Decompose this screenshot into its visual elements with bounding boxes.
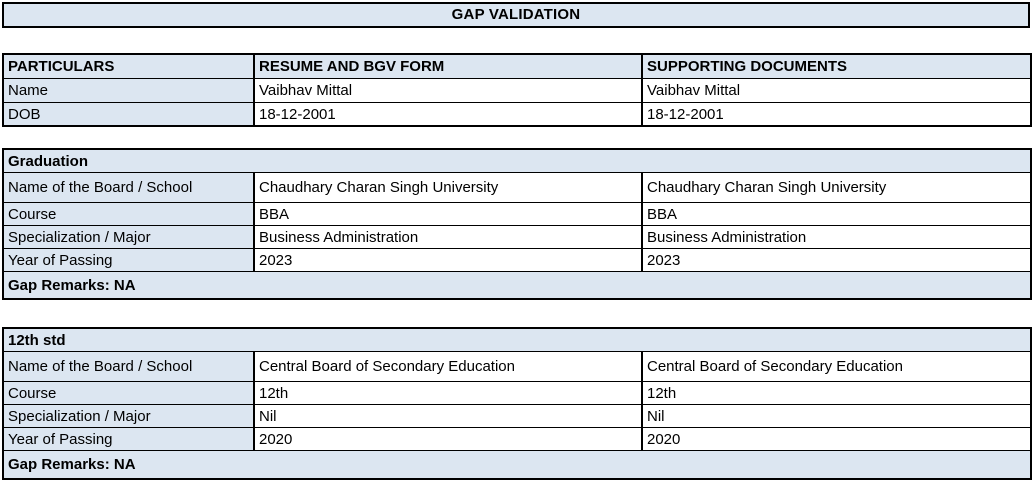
cell-grad-course-resume[interactable]: BBA [253,202,643,226]
table-row: Name of the Board / School Chaudhary Cha… [2,172,1033,203]
row-label-board-school[interactable]: Name of the Board / School [2,351,255,382]
twelfth-std-table: 12th std Name of the Board / School Cent… [1,327,1033,480]
cell-grad-year-supporting[interactable]: 2023 [640,248,1033,272]
row-label-specialization[interactable]: Specialization / Major [2,404,255,428]
row-label-course[interactable]: Course [2,381,255,405]
row-label-dob[interactable]: DOB [2,102,255,127]
cell-12th-year-supporting[interactable]: 2020 [640,427,1033,451]
cell-dob-resume[interactable]: 18-12-2001 [253,102,643,127]
table-row: Specialization / Major Business Administ… [2,225,1033,249]
table-row: Course BBA BBA [2,202,1033,226]
cell-12th-spec-supporting[interactable]: Nil [640,404,1033,428]
cell-grad-board-supporting[interactable]: Chaudhary Charan Singh University [640,172,1033,203]
gap-remarks-twelfth-std[interactable]: Gap Remarks: NA [1,450,1033,480]
column-header-resume-bgv[interactable]: RESUME AND BGV FORM [253,53,643,79]
section-header-row: 12th std [1,327,1033,352]
table-row: Name of the Board / School Central Board… [2,351,1033,382]
row-label-course[interactable]: Course [2,202,255,226]
cell-grad-year-resume[interactable]: 2023 [253,248,643,272]
cell-name-supporting[interactable]: Vaibhav Mittal [641,78,1032,103]
cell-12th-board-supporting[interactable]: Central Board of Secondary Education [640,351,1033,382]
gap-remarks-row: Gap Remarks: NA [1,450,1033,480]
row-label-year-of-passing[interactable]: Year of Passing [2,427,255,451]
cell-dob-supporting[interactable]: 18-12-2001 [641,102,1032,127]
table-row: Course 12th 12th [2,381,1033,405]
cell-name-resume[interactable]: Vaibhav Mittal [253,78,643,103]
row-label-board-school[interactable]: Name of the Board / School [2,172,255,203]
table-row: Year of Passing 2023 2023 [2,248,1033,272]
table-row: Year of Passing 2020 2020 [2,427,1033,451]
cell-grad-course-supporting[interactable]: BBA [640,202,1033,226]
cell-grad-board-resume[interactable]: Chaudhary Charan Singh University [253,172,643,203]
table-row: Specialization / Major Nil Nil [2,404,1033,428]
table-header-row: PARTICULARS RESUME AND BGV FORM SUPPORTI… [2,53,1032,79]
cell-12th-course-resume[interactable]: 12th [253,381,643,405]
page-title[interactable]: GAP VALIDATION [2,2,1030,28]
section-header-twelfth-std[interactable]: 12th std [1,327,1033,352]
cell-12th-spec-resume[interactable]: Nil [253,404,643,428]
personal-info-table: PARTICULARS RESUME AND BGV FORM SUPPORTI… [2,53,1032,127]
row-label-specialization[interactable]: Specialization / Major [2,225,255,249]
cell-12th-board-resume[interactable]: Central Board of Secondary Education [253,351,643,382]
section-header-row: Graduation [1,148,1033,173]
gap-remarks-row: Gap Remarks: NA [1,271,1033,300]
section-header-graduation[interactable]: Graduation [1,148,1033,173]
table-row: DOB 18-12-2001 18-12-2001 [2,102,1032,127]
cell-12th-year-resume[interactable]: 2020 [253,427,643,451]
row-label-year-of-passing[interactable]: Year of Passing [2,248,255,272]
row-label-name[interactable]: Name [2,78,255,103]
column-header-particulars[interactable]: PARTICULARS [2,53,255,79]
cell-12th-course-supporting[interactable]: 12th [640,381,1033,405]
graduation-table: Graduation Name of the Board / School Ch… [1,148,1033,300]
column-header-supporting-docs[interactable]: SUPPORTING DOCUMENTS [641,53,1032,79]
cell-grad-spec-supporting[interactable]: Business Administration [640,225,1033,249]
table-row: Name Vaibhav Mittal Vaibhav Mittal [2,78,1032,103]
cell-grad-spec-resume[interactable]: Business Administration [253,225,643,249]
gap-remarks-graduation[interactable]: Gap Remarks: NA [1,271,1033,300]
